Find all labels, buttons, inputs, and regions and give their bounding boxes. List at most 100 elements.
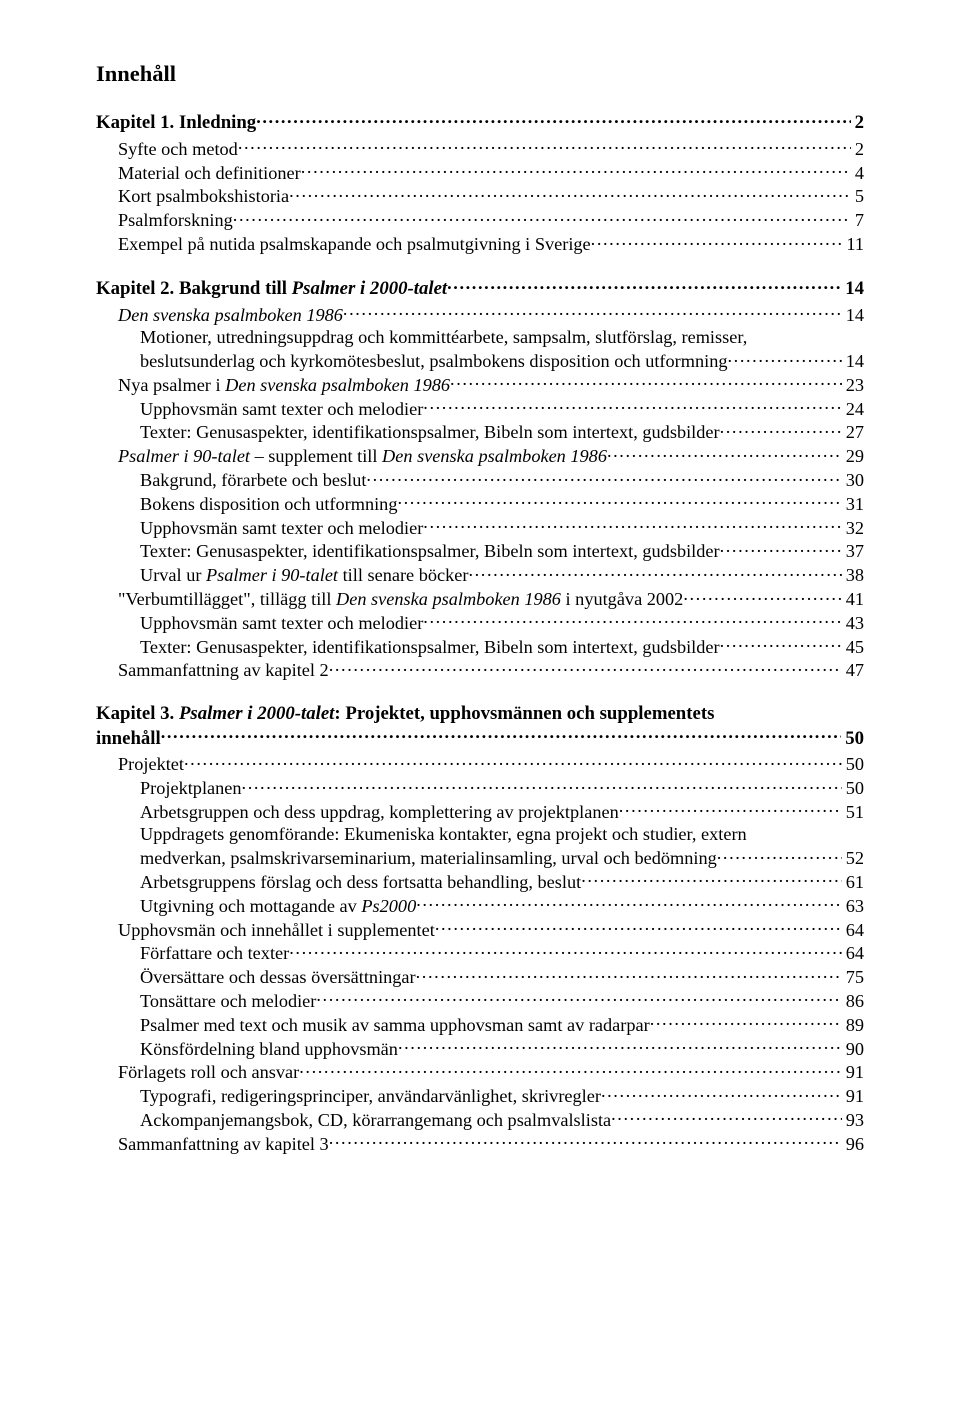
toc-page: 64: [842, 942, 864, 965]
toc-row: Typografi, redigeringsprinciper, använda…: [96, 1084, 864, 1108]
leader-dots: [720, 634, 842, 652]
toc-label: Texter: Genusaspekter, identifikationsps…: [140, 636, 720, 659]
leader-dots: [423, 515, 841, 533]
toc-page: 38: [842, 564, 864, 587]
leader-dots: [233, 208, 851, 226]
toc-row: Bakgrund, förarbete och beslut30: [96, 468, 864, 492]
leader-dots: [316, 989, 841, 1007]
toc-row: Psalmer i 90-talet – supplement till Den…: [96, 444, 864, 468]
toc-row: Psalmforskning7: [96, 208, 864, 232]
leader-dots: [329, 1131, 842, 1149]
chapter-3-prefix: Kapitel 3.: [96, 703, 179, 724]
chapter-2-entries: Den svenska psalmboken 198614Motioner, u…: [96, 302, 864, 681]
leader-dots: [397, 492, 841, 510]
toc-page: 2: [851, 138, 864, 161]
toc-label: Psalmforskning: [118, 209, 233, 232]
toc-page: 24: [842, 398, 864, 421]
leader-dots: [161, 725, 842, 744]
chapter-2-heading: Kapitel 2. Bakgrund till Psalmer i 2000-…: [96, 276, 864, 301]
chapter-3-page: 50: [841, 727, 864, 750]
leader-dots: [343, 302, 842, 320]
toc-page: 29: [842, 445, 864, 468]
toc-page: 14: [842, 350, 864, 373]
leader-dots: [416, 893, 842, 911]
leader-dots: [329, 658, 842, 676]
toc-row: Exempel på nutida psalmskapande och psal…: [96, 232, 864, 256]
toc-row: "Verbumtillägget", tillägg till Den sven…: [96, 587, 864, 611]
toc-page: 23: [842, 374, 864, 397]
leader-dots: [720, 420, 842, 438]
toc-page: 27: [842, 421, 864, 444]
toc-row: Könsfördelning bland upphovsmän90: [96, 1036, 864, 1060]
leader-dots: [416, 965, 842, 983]
toc-label: Sammanfattning av kapitel 2: [118, 659, 329, 682]
toc-page: 47: [842, 659, 864, 682]
toc-row: Texter: Genusaspekter, identifikationsps…: [96, 634, 864, 658]
leader-dots: [242, 776, 842, 794]
toc-row: beslutsunderlag och kyrkomötesbeslut, ps…: [96, 349, 864, 373]
toc-label: Sammanfattning av kapitel 3: [118, 1133, 329, 1156]
toc-page: 50: [842, 777, 864, 800]
toc-row: Syfte och metod2: [96, 137, 864, 161]
toc-label: Motioner, utredningsuppdrag och kommitté…: [140, 326, 747, 349]
chapter-3-heading-line2: innehåll 50: [96, 725, 864, 750]
leader-dots: [607, 444, 842, 462]
leader-dots: [601, 1084, 842, 1102]
toc-label: Uppdragets genomförande: Ekumeniska kont…: [140, 823, 747, 846]
leader-dots: [447, 276, 841, 295]
toc-row: Tonsättare och melodier86: [96, 989, 864, 1013]
toc-page: 63: [842, 895, 864, 918]
toc-label: Översättare och dessas översättningar: [140, 966, 416, 989]
toc-label: Urval ur Psalmer i 90-talet till senare …: [140, 564, 468, 587]
leader-dots: [591, 232, 843, 250]
leader-dots: [717, 846, 842, 864]
toc-row: Projektplanen 50: [96, 776, 864, 800]
toc-label: Projektet: [118, 753, 184, 776]
toc-label: Upphovsmän samt texter och melodier: [140, 612, 423, 635]
toc-label: Bokens disposition och utformning: [140, 493, 397, 516]
leader-dots: [256, 110, 850, 129]
chapter-2-label-prefix: Kapitel 2. Bakgrund till: [96, 278, 292, 299]
toc-label: beslutsunderlag och kyrkomötesbeslut, ps…: [140, 350, 727, 373]
toc-page: 61: [842, 871, 864, 894]
toc-label: Bakgrund, förarbete och beslut: [140, 469, 366, 492]
chapter-3-suffix: : Projektet, upphovsmännen och supplemen…: [334, 703, 714, 724]
toc-row: Bokens disposition och utformning31: [96, 492, 864, 516]
chapter-1-heading: Kapitel 1. Inledning 2: [96, 110, 864, 135]
chapter-1-page: 2: [851, 111, 864, 134]
toc-row: Den svenska psalmboken 198614: [96, 302, 864, 326]
toc-label: "Verbumtillägget", tillägg till Den sven…: [118, 588, 683, 611]
toc-row: Sammanfattning av kapitel 2 47: [96, 658, 864, 682]
toc-row: Författare och texter64: [96, 941, 864, 965]
leader-dots: [683, 587, 841, 605]
toc-page: 93: [842, 1109, 864, 1132]
leader-dots: [611, 1108, 842, 1126]
toc-row: Urval ur Psalmer i 90-talet till senare …: [96, 563, 864, 587]
toc-label: Ackompanjemangsbok, CD, körarrangemang o…: [140, 1109, 611, 1132]
toc-label: Projektplanen: [140, 777, 242, 800]
toc-row: Projektet50: [96, 752, 864, 776]
toc-row: Psalmer med text och musik av samma upph…: [96, 1012, 864, 1036]
toc-page: 41: [842, 588, 864, 611]
toc-label: Könsfördelning bland upphovsmän: [140, 1038, 398, 1061]
chapter-1-entries: Syfte och metod2Material och definitione…: [96, 137, 864, 256]
toc-label: Psalmer i 90-talet – supplement till Den…: [118, 445, 607, 468]
leader-dots: [301, 160, 851, 178]
chapter-1-label: Kapitel 1. Inledning: [96, 111, 256, 134]
toc-page: 64: [842, 919, 864, 942]
leader-dots: [238, 137, 851, 155]
toc-label: Upphovsmän samt texter och melodier: [140, 398, 423, 421]
leader-dots: [619, 800, 842, 818]
toc-row: Upphovsmän samt texter och melodier32: [96, 515, 864, 539]
toc-page: 91: [842, 1085, 864, 1108]
toc-row: Utgivning och mottagande av Ps200063: [96, 893, 864, 917]
toc-page: 75: [842, 966, 864, 989]
leader-dots: [720, 539, 842, 557]
toc-row: Texter: Genusaspekter, identifikationsps…: [96, 539, 864, 563]
toc-row: Upphovsmän och innehållet i supplementet…: [96, 917, 864, 941]
toc-label: Nya psalmer i Den svenska psalmboken 198…: [118, 374, 450, 397]
toc-row: Ackompanjemangsbok, CD, körarrangemang o…: [96, 1108, 864, 1132]
toc-row: Arbetsgruppen och dess uppdrag, komplett…: [96, 800, 864, 824]
toc-label: Upphovsmän samt texter och melodier: [140, 517, 423, 540]
toc-row: Översättare och dessas översättningar 75: [96, 965, 864, 989]
